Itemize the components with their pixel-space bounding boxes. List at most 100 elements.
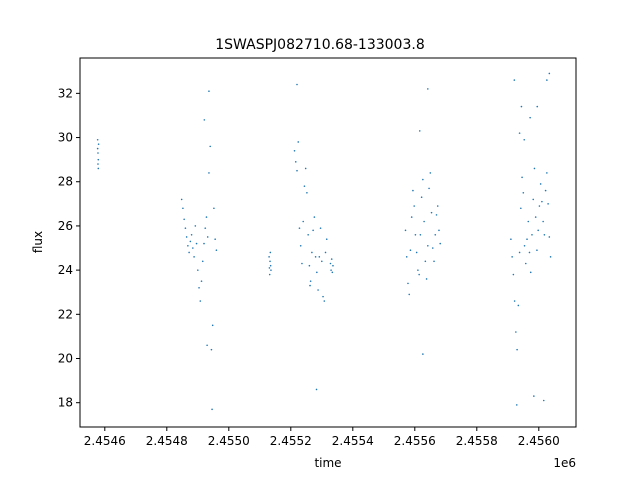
- data-point: [193, 256, 195, 258]
- data-points: [96, 72, 552, 411]
- data-point: [198, 287, 200, 289]
- data-point: [180, 198, 183, 201]
- data-point: [515, 404, 518, 406]
- data-point: [428, 187, 430, 190]
- data-point: [518, 132, 521, 134]
- data-point: [420, 196, 423, 198]
- data-point: [419, 233, 422, 236]
- data-point: [527, 220, 530, 223]
- data-point: [208, 90, 210, 92]
- data-point: [293, 150, 296, 152]
- x-tick-label: 2.4550: [208, 434, 250, 448]
- data-point: [520, 207, 522, 210]
- data-point: [97, 163, 99, 165]
- data-point: [204, 227, 207, 229]
- data-point: [423, 220, 425, 223]
- data-point: [541, 200, 543, 203]
- data-point: [96, 138, 99, 141]
- data-point: [513, 79, 516, 81]
- data-point: [536, 105, 539, 108]
- data-point: [308, 264, 311, 267]
- data-point: [520, 105, 523, 108]
- data-point: [306, 191, 308, 194]
- data-point: [518, 251, 521, 254]
- data-point: [330, 258, 333, 260]
- data-point: [190, 233, 193, 236]
- data-point: [301, 262, 303, 265]
- data-point: [526, 238, 528, 240]
- data-point: [211, 324, 214, 327]
- data-point: [433, 260, 435, 263]
- data-point: [425, 278, 428, 280]
- data-point: [302, 220, 305, 223]
- data-point: [407, 282, 409, 285]
- x-axis: 2.4546 2.4548 2.4550 2.4552 2.4554 2.4556 2.45…: [84, 427, 560, 448]
- data-point: [417, 269, 419, 271]
- data-point: [549, 256, 552, 258]
- data-point: [200, 280, 203, 282]
- data-point: [314, 256, 317, 258]
- y-tick-label: 32: [58, 86, 73, 100]
- data-point: [268, 267, 271, 269]
- data-point: [297, 141, 300, 143]
- data-point: [269, 260, 271, 263]
- data-point: [524, 262, 527, 265]
- data-point: [413, 205, 415, 207]
- y-tick-label: 28: [58, 175, 73, 189]
- data-point: [531, 233, 533, 236]
- data-point: [511, 256, 513, 258]
- data-point: [184, 227, 187, 229]
- x-tick-label: 2.4558: [456, 434, 498, 448]
- data-point: [436, 205, 439, 207]
- x-tick-label: 2.4546: [84, 434, 126, 448]
- data-point: [296, 83, 298, 86]
- data-point: [537, 229, 539, 232]
- data-point: [298, 227, 301, 229]
- data-point: [213, 207, 215, 210]
- data-point: [330, 269, 332, 271]
- data-point: [405, 256, 408, 258]
- data-point: [512, 273, 515, 276]
- data-point: [312, 229, 314, 232]
- y-axis: 18 20 22 24 26 28 30 32: [58, 86, 80, 410]
- data-point: [318, 256, 321, 258]
- data-point: [521, 176, 523, 179]
- data-point: [324, 251, 327, 254]
- data-point: [543, 233, 546, 236]
- data-point: [313, 216, 316, 218]
- data-point: [209, 145, 211, 148]
- data-point: [268, 256, 270, 258]
- data-point: [427, 88, 429, 90]
- data-point: [97, 158, 100, 161]
- data-point: [438, 229, 440, 232]
- data-point: [429, 172, 432, 174]
- data-point: [203, 119, 206, 121]
- data-point: [435, 214, 438, 216]
- x-tick-label: 2.4556: [394, 434, 436, 448]
- data-point: [96, 147, 99, 150]
- data-point: [427, 245, 429, 247]
- data-point: [533, 395, 535, 397]
- data-point: [187, 245, 189, 247]
- data-point: [206, 344, 208, 347]
- data-point: [418, 130, 421, 132]
- data-point: [316, 271, 318, 274]
- data-point: [189, 240, 192, 243]
- data-point: [192, 247, 194, 249]
- data-point: [197, 269, 199, 271]
- data-point: [97, 143, 100, 145]
- data-point: [547, 203, 549, 205]
- data-point: [307, 233, 309, 236]
- data-point: [97, 152, 99, 154]
- data-point: [296, 169, 298, 172]
- data-point: [414, 233, 417, 236]
- data-point: [536, 249, 538, 252]
- data-point: [299, 245, 302, 247]
- data-point: [516, 348, 518, 351]
- data-point: [322, 295, 324, 298]
- x-tick-label: 2.4548: [146, 434, 188, 448]
- data-point: [206, 236, 209, 238]
- data-point: [97, 167, 100, 170]
- data-point: [529, 116, 531, 119]
